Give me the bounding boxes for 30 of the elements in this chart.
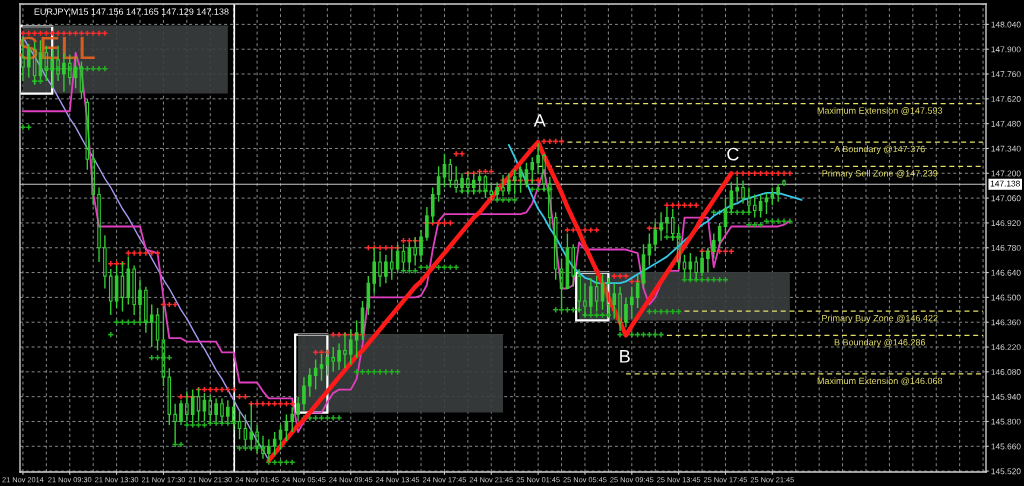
chart-title: EURJPY,M15 147.156 147.165 147.129 147.138 bbox=[34, 8, 229, 16]
series-label: Primary Sell Zone @147.239 bbox=[822, 169, 938, 179]
series-label: Maximum Extension @146.068 bbox=[817, 377, 943, 386]
y-tick-label: 146.500 bbox=[991, 294, 1021, 301]
y-tick-label: 147.480 bbox=[991, 120, 1021, 127]
y-tick-label: 147.340 bbox=[991, 145, 1021, 152]
y-tick-label: 147.900 bbox=[991, 46, 1021, 53]
series-label: Maximum Extension @147.593 bbox=[817, 107, 943, 115]
y-tick-label: 147.200 bbox=[991, 170, 1021, 177]
annotation: C bbox=[727, 147, 739, 161]
y-tick-label: 145.520 bbox=[991, 468, 1021, 475]
annotation: A bbox=[533, 114, 546, 127]
y-tick-label: 145.940 bbox=[991, 393, 1021, 400]
y-tick-label: 146.080 bbox=[991, 369, 1021, 375]
annotation: B bbox=[620, 350, 630, 363]
y-tick-label: 146.640 bbox=[991, 269, 1021, 276]
ref-line-label: 147.138 bbox=[990, 180, 1020, 187]
y-tick-label: 146.920 bbox=[991, 220, 1021, 227]
y-tick-label: 147.620 bbox=[991, 96, 1021, 102]
y-tick-label: 146.220 bbox=[991, 344, 1021, 351]
y-tick-label: 147.060 bbox=[991, 195, 1021, 202]
y-tick-label: 145.660 bbox=[991, 443, 1021, 450]
y-tick-label: 145.800 bbox=[991, 418, 1021, 425]
y-tick-label: 146.780 bbox=[991, 244, 1021, 251]
y-tick-label: 148.040 bbox=[991, 21, 1021, 28]
series-label: A Boundary @147.376 bbox=[834, 145, 925, 154]
y-tick-label: 147.760 bbox=[991, 71, 1021, 78]
series-label: Primary Buy Zone @146.422 bbox=[822, 314, 938, 324]
y-tick-label: 146.360 bbox=[991, 319, 1021, 326]
series-label: B Boundary @146.286 bbox=[834, 338, 926, 348]
